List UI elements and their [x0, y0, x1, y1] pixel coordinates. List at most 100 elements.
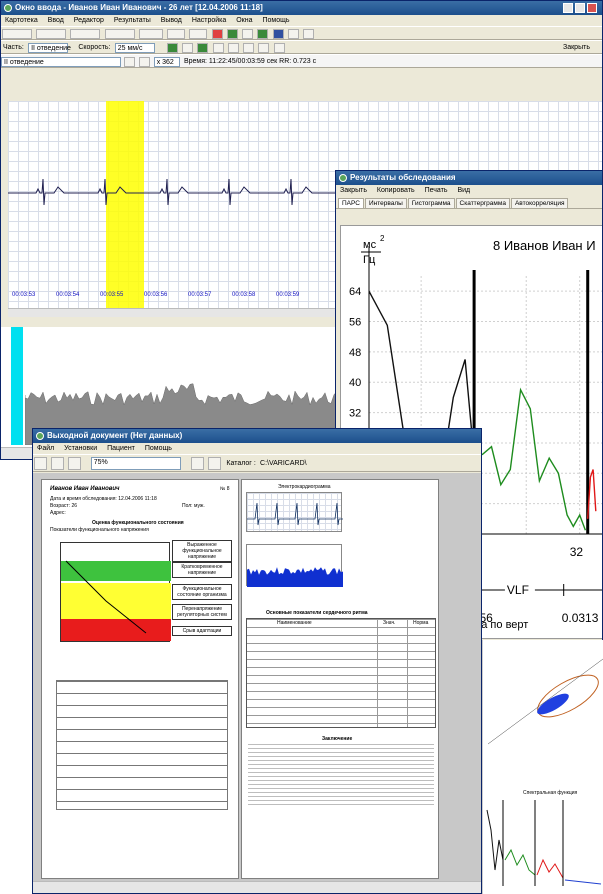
menu-item-output[interactable]: Вывод — [160, 17, 182, 24]
toolbar-button[interactable] — [182, 43, 194, 53]
ecg-selection-highlight[interactable] — [106, 101, 144, 308]
toolbar-button[interactable] — [189, 29, 208, 39]
report-ecg-thumb — [246, 492, 343, 532]
conclusion-title: Заключение — [322, 736, 353, 742]
speed-select[interactable]: 25 мм/с — [114, 43, 155, 53]
tab-histogram[interactable]: Гистограмма — [407, 198, 455, 208]
menu-item-file[interactable]: Файл — [37, 445, 55, 452]
toolbar-button[interactable] — [208, 457, 222, 470]
app-icon — [339, 174, 347, 182]
menu-item-print[interactable]: Печать — [424, 187, 448, 194]
grid-icon[interactable] — [257, 29, 269, 39]
results-titlebar[interactable]: Результаты обследования — [336, 171, 602, 185]
ecg-hscrollbar[interactable] — [8, 308, 602, 317]
app-icon — [4, 4, 12, 12]
y-tick-label: 64 — [349, 286, 361, 298]
menu-item-copy[interactable]: Копировать — [376, 187, 415, 194]
settings-icon[interactable] — [303, 29, 315, 39]
toolbar-button[interactable] — [36, 29, 67, 39]
menu-item-input[interactable]: Ввод — [47, 17, 64, 24]
staircase-line — [65, 560, 147, 634]
report-hscrollbar[interactable] — [33, 881, 481, 893]
patient-sex: Пол: муж. — [182, 503, 205, 509]
toolbar-button[interactable] — [124, 57, 136, 67]
section-title: Оценка функционального состояния — [92, 520, 184, 526]
tab-intervals[interactable]: Интервалы — [364, 198, 407, 208]
tab-autocorrelation[interactable]: Автокорреляция — [510, 198, 569, 208]
report-toolbar: 75% Каталог: C:\VARICARD\ — [33, 454, 481, 472]
report-canvas[interactable]: Иванов Иван Иванович № 8 Дата и время об… — [33, 473, 481, 881]
tab-scattergram[interactable]: Скаттерграмма — [455, 198, 510, 208]
minimize-button[interactable] — [563, 3, 573, 13]
spectrum-series-vlf — [473, 387, 587, 531]
toolbar-button[interactable] — [190, 457, 204, 470]
toolbar-button[interactable] — [212, 43, 224, 53]
menu-item-file[interactable]: Картотека — [5, 17, 38, 24]
zone-green — [61, 561, 171, 581]
band-label: VLF — [507, 583, 529, 597]
report-titlebar[interactable]: Выходной документ (Нет данных) — [33, 429, 481, 443]
menu-item-help[interactable]: Помощь — [262, 17, 290, 24]
toolbar-button[interactable] — [139, 57, 151, 67]
spectral-thumb-series — [504, 848, 536, 876]
toolbar-button[interactable] — [138, 29, 163, 39]
marker-icon[interactable] — [211, 29, 223, 39]
ecg-timestamp: 00:03:57 — [188, 292, 212, 298]
copy-icon[interactable] — [68, 457, 82, 470]
main-window-titlebar[interactable]: Окно ввода - Иванов Иван Иванович - 26 л… — [1, 1, 602, 15]
menu-item-help[interactable]: Помощь — [144, 445, 172, 452]
print-icon[interactable] — [243, 43, 255, 53]
menu-item-windows[interactable]: Окна — [236, 17, 253, 24]
y-tick-label: 56 — [349, 317, 361, 329]
spectral-thumb-series — [536, 858, 564, 879]
menu-item-editor[interactable]: Редактор — [73, 17, 104, 24]
toolbar-button[interactable] — [2, 29, 32, 39]
close-label[interactable]: Закрыть — [563, 44, 590, 51]
maximize-button[interactable] — [575, 3, 585, 13]
print-icon[interactable] — [51, 457, 65, 470]
open-icon[interactable] — [34, 457, 47, 470]
path-label: Каталог — [226, 460, 252, 467]
tab-pars[interactable]: ПАРС — [338, 198, 364, 208]
toolbar-button[interactable] — [273, 43, 285, 53]
autocorr-title: Спектральная функция — [523, 790, 578, 796]
part-select[interactable]: II отведение — [28, 43, 71, 53]
report-menubar: Файл Установки Пациент Помощь — [33, 443, 481, 454]
toolbar-button[interactable] — [104, 29, 135, 39]
patient-name: Иванов Иван Иванович — [50, 486, 120, 492]
marker-icon[interactable] — [226, 29, 238, 39]
close-button[interactable] — [587, 3, 597, 13]
zone-red — [61, 619, 171, 641]
scattergram-thumb — [487, 658, 603, 745]
menu-item-close[interactable]: Закрыть — [340, 187, 367, 194]
chart-icon[interactable] — [287, 29, 299, 39]
menu-item-settings[interactable]: Установки — [64, 445, 98, 452]
ecg-timestamp: 00:03:54 — [56, 292, 80, 298]
menu-item-view[interactable]: Вид — [457, 187, 471, 194]
toolbar-button[interactable] — [70, 29, 101, 39]
zoom-select[interactable]: 75% — [90, 457, 181, 470]
grid-icon[interactable] — [272, 29, 284, 39]
menu-item-patient[interactable]: Пациент — [107, 445, 135, 452]
report-window: Выходной документ (Нет данных) Файл Уста… — [32, 428, 482, 894]
spectral-thumb — [486, 800, 602, 886]
tree-icon[interactable] — [197, 43, 209, 53]
patient-address: Адрес: — [50, 510, 66, 516]
section-subtitle: Показатели функционального напряжения — [50, 527, 149, 533]
heart-icon[interactable] — [166, 43, 178, 53]
ecg-caption: Электрокардиограмма — [278, 484, 331, 490]
toolbar-button[interactable] — [227, 43, 239, 53]
ecg-status-row: II отведение х 362 Время: 11:22:45/00:03… — [1, 54, 602, 68]
chart-title: 8 Иванов Иван И — [493, 238, 596, 253]
toolbar-button[interactable] — [167, 29, 186, 39]
part-label: Часть: — [3, 44, 24, 51]
pencil-icon[interactable] — [258, 43, 270, 53]
y-axis-unit-top: мс — [363, 239, 377, 251]
grid-icon[interactable] — [242, 29, 254, 39]
table-header-value: Знач. — [383, 620, 396, 626]
ecg-timestamp: 00:03:58 — [232, 292, 256, 298]
ecg-timestamp: 00:03:53 — [12, 292, 36, 298]
menu-item-settings[interactable]: Настройка — [191, 17, 227, 24]
lead-select[interactable]: II отведение — [1, 57, 121, 67]
menu-item-results[interactable]: Результаты — [113, 17, 151, 24]
